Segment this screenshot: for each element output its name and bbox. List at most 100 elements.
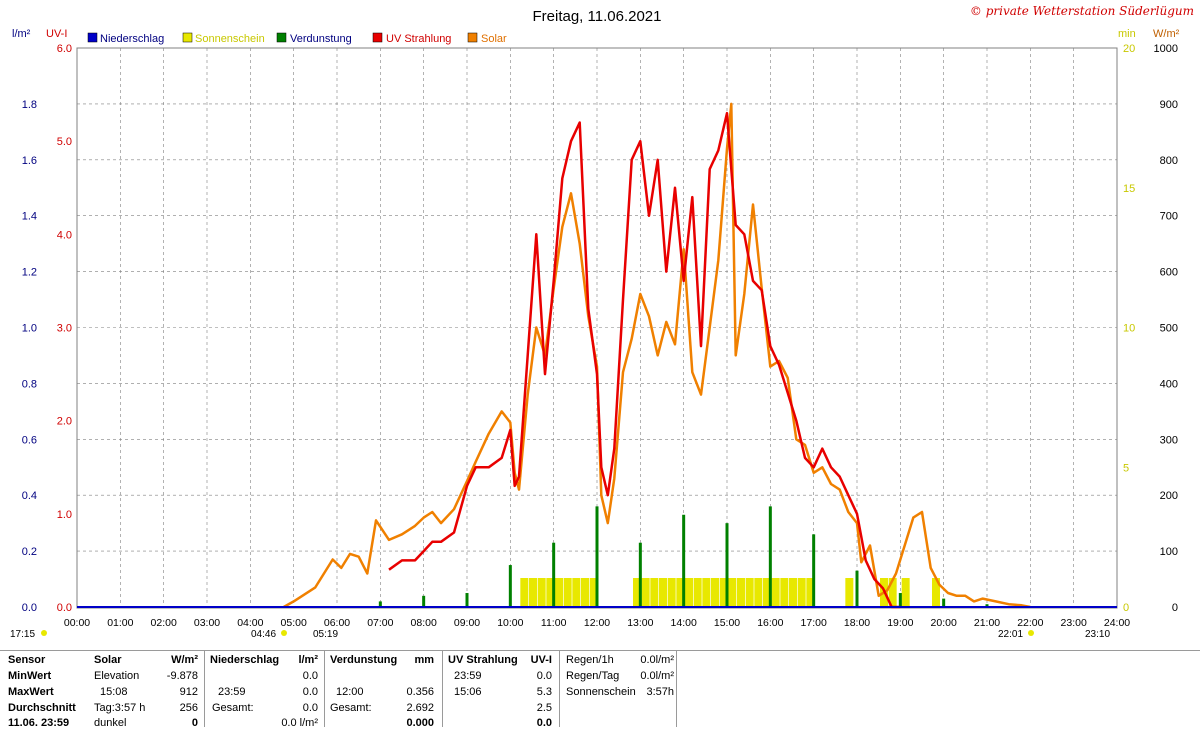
x-tick-label: 19:00 <box>887 617 913 629</box>
x-tick-label: 06:00 <box>324 617 350 629</box>
solar-tick-label: 0 <box>1172 602 1178 614</box>
label-min: MinWert <box>8 670 52 682</box>
precip-total-label: Gesamt: <box>212 702 254 714</box>
sunshine-bar <box>693 578 702 607</box>
evaporation-bar <box>855 570 859 607</box>
legend-precip: Niederschlag <box>100 33 164 45</box>
evaporation-bar <box>378 601 382 607</box>
evaporation-bar <box>422 595 426 607</box>
solar-elev-label: Elevation <box>94 670 140 682</box>
chart-title: Freitag, 11.06.2021 <box>533 8 662 25</box>
rain-day-label: Regen/Tag <box>566 670 620 682</box>
solar-tick-label: 800 <box>1160 155 1178 167</box>
legend-evap: Verdunstung <box>290 33 352 45</box>
uv-max: 5.3 <box>536 686 552 698</box>
sunshine-bar <box>806 578 815 607</box>
sunrise-time-2: 05:19 <box>313 629 338 640</box>
sunshine-bar <box>888 578 897 607</box>
evaporation-bar <box>595 506 599 607</box>
x-tick-label: 14:00 <box>671 617 697 629</box>
x-tick-label: 07:00 <box>367 617 393 629</box>
legend-swatch-uv <box>372 32 383 43</box>
evap-total-label: Gesamt: <box>330 702 372 714</box>
precip-last: 0.0 l/m² <box>281 717 318 729</box>
evap-max-time: 12:00 <box>336 686 364 698</box>
sunset-time-1: 22:01 <box>998 629 1023 640</box>
evap-last: 0.000 <box>406 717 434 729</box>
rain-day: 0.0l/m² <box>640 670 674 682</box>
precip-tick-label: 1.8 <box>22 99 37 111</box>
solar-tick-label: 900 <box>1160 99 1178 111</box>
sunshine-bar <box>797 578 806 607</box>
x-tick-label: 11:00 <box>541 617 567 629</box>
x-tick-label: 05:00 <box>281 617 307 629</box>
label-avg: Durchschnitt <box>8 702 76 714</box>
sunshine-bar <box>676 578 685 607</box>
sunshine-bar <box>711 578 719 607</box>
sunshine-bar <box>932 578 940 607</box>
sunrise-time-1: 04:46 <box>251 629 276 640</box>
sunshine-bar <box>754 578 763 607</box>
x-tick-label: 00:00 <box>64 617 90 629</box>
sunshine-bar <box>702 578 711 607</box>
sunshine-bar <box>728 578 737 607</box>
evaporation-bar <box>465 593 469 607</box>
stats-evap: Verdunstung mm 12:00 0.356 Gesamt: 2.692… <box>330 651 436 729</box>
x-tick-label: 18:00 <box>844 617 870 629</box>
x-tick-label: 22:00 <box>1017 617 1043 629</box>
uv-tick-label: 3.0 <box>57 323 72 335</box>
uv-max-time: 15:06 <box>454 686 482 698</box>
x-tick-label: 12:00 <box>584 617 610 629</box>
evaporation-bar <box>552 542 556 607</box>
x-tick-label: 16:00 <box>757 617 783 629</box>
solar-max: 912 <box>179 686 198 698</box>
solar-elev: -9.878 <box>166 670 198 682</box>
sunshine-bar <box>737 578 745 607</box>
sunshine-bar <box>685 578 693 607</box>
legend-swatch-precip <box>87 32 98 43</box>
evaporation-bar <box>985 604 989 607</box>
sunshine-bar <box>641 578 650 607</box>
x-tick-label: 23:00 <box>1061 617 1087 629</box>
sunshine-bar <box>546 578 555 607</box>
x-tick-label: 03:00 <box>194 617 220 629</box>
evap-max: 0.356 <box>406 686 434 698</box>
solar-tick-label: 1000 <box>1154 43 1178 55</box>
sun-marker-icon <box>41 630 47 636</box>
solar-tick-label: 100 <box>1160 546 1178 558</box>
stats-table: Sensor MinWert MaxWert Durchschnitt 11.0… <box>0 650 1200 729</box>
stats-precip: Niederschlag l/m² 0.0 23:59 0.0 Gesamt: … <box>210 651 320 729</box>
solar-tick-label: 300 <box>1160 434 1178 446</box>
uv-title: UV Strahlung <box>448 654 518 666</box>
sunset-time-2: 23:10 <box>1085 629 1110 640</box>
sun-label: Sonnenschein <box>566 686 636 698</box>
legend-swatch-evap <box>276 32 287 43</box>
sun-tick-label: 0 <box>1123 602 1129 614</box>
solar-title: Solar <box>94 654 122 666</box>
rain-h-label: Regen/1h <box>566 654 614 666</box>
sunrise-marker-icon <box>281 630 287 636</box>
solar-tick-label: 400 <box>1160 378 1178 390</box>
x-tick-labels: 00:00 01:00 02:00 03:00 04:00 05:00 06:00 07:00… <box>64 617 1130 629</box>
stats-rain: Regen/1h 0.0l/m² Regen/Tag 0.0l/m² Sonne… <box>566 651 676 727</box>
evaporation-bar <box>682 514 686 607</box>
legend-swatch-sun <box>182 32 193 43</box>
station-credit: © private Wetterstation Süderlügum <box>969 4 1194 18</box>
precip-tick-label: 1.4 <box>22 211 37 223</box>
precip-max: 0.0 <box>302 686 318 698</box>
time-left: 17:15 <box>10 629 35 640</box>
uv-min: 0.0 <box>536 670 552 682</box>
sunshine-bar <box>650 578 659 607</box>
uv-last: 0.0 <box>536 717 552 729</box>
sunshine-bar <box>745 578 754 607</box>
stats-divider <box>442 651 443 727</box>
stats-divider <box>324 651 325 727</box>
sunshine-bar <box>572 578 581 607</box>
precip-tick-label: 0.8 <box>22 378 37 390</box>
weather-chart: Freitag, 11.06.2021 l/m² UV-I min W/m² N… <box>10 8 1180 640</box>
solar-max-time: 15:08 <box>100 686 128 698</box>
solar-unit: W/m² <box>171 654 198 666</box>
evaporation-bar <box>942 598 946 607</box>
x-tick-label: 13:00 <box>627 617 653 629</box>
stats-divider <box>204 651 205 727</box>
